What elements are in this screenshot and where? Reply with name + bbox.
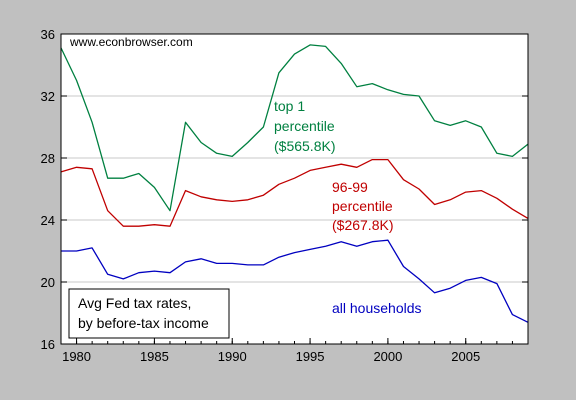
p96-99-label-line2: percentile: [332, 198, 393, 214]
legend-box-line1: Avg Fed tax rates,: [78, 295, 191, 311]
series-line-all: [61, 239, 529, 323]
series-lines: [60, 44, 529, 323]
x-tick-label-2005: 2005: [451, 349, 480, 364]
x-tick-label-1995: 1995: [296, 349, 325, 364]
p96-99-label-line1: 96-99: [332, 179, 368, 195]
top1-label-line2: percentile: [274, 118, 335, 134]
y-tick-label-16: 16: [41, 337, 55, 352]
x-tick-label-1990: 1990: [218, 349, 247, 364]
x-tick-label-2000: 2000: [373, 349, 402, 364]
p96-99-label-line3: ($267.8K): [332, 217, 393, 233]
x-tick-label-1980: 1980: [62, 349, 91, 364]
watermark: www.econbrowser.com: [69, 35, 193, 49]
top1-label-line1: top 1: [274, 98, 305, 114]
legend-box-line2: by before-tax income: [78, 315, 209, 331]
y-tick-label-28: 28: [41, 151, 55, 166]
all-households-label: all households: [332, 300, 422, 316]
y-tick-label-32: 32: [41, 89, 55, 104]
series-line-p96_99: [60, 158, 529, 227]
grid-lines: [61, 95, 528, 283]
y-tick-label-36: 36: [41, 27, 55, 42]
x-tick-label-1985: 1985: [140, 349, 169, 364]
y-tick-label-20: 20: [41, 275, 55, 290]
top1-label-line3: ($565.8K): [274, 138, 335, 154]
series-line-top1: [60, 44, 529, 212]
legend-box: Avg Fed tax rates, by before-tax income: [68, 288, 230, 339]
y-tick-label-24: 24: [41, 213, 55, 228]
axis-ticks: 16 20 24 28 32 36 1980 1985 1990 1995 2000 2005: [41, 27, 529, 364]
